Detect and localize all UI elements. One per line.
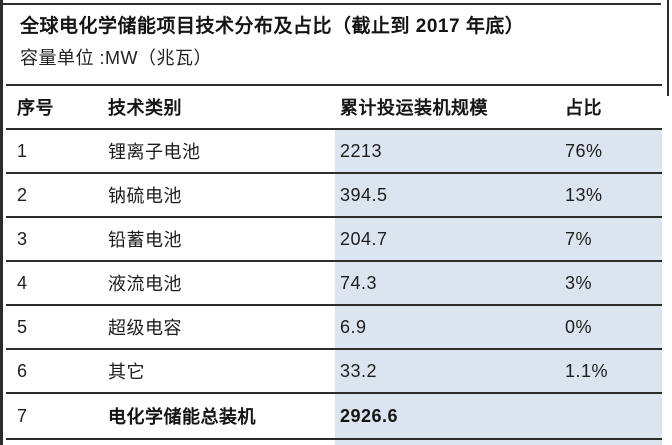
cell-capacity: 2926.6	[335, 394, 565, 438]
highlight-overflow-strip	[335, 440, 662, 445]
cell-share: 3%	[565, 262, 662, 304]
table-row: 1 锂离子电池 2213 76%	[6, 130, 662, 174]
cell-tech: 铅蓄电池	[108, 230, 182, 250]
cell-share	[565, 394, 662, 438]
table-row: 5 超级电容 6.9 0%	[6, 306, 662, 350]
table-header-row: 序号 技术类别 累计投运装机规模 占比	[6, 86, 662, 130]
cell-capacity: 394.5	[335, 174, 565, 216]
data-table: 序号 技术类别 累计投运装机规模 占比 1 锂离子电池 2213 76% 2 钠…	[6, 84, 662, 440]
table-row: 4 液流电池 74.3 3%	[6, 262, 662, 306]
title-block: 全球电化学储能项目技术分布及占比（截止到 2017 年底） 容量单位 :MW（兆…	[20, 13, 650, 71]
cell-no: 3	[17, 228, 28, 249]
cell-no: 4	[17, 272, 28, 293]
cell-share: 13%	[565, 174, 662, 216]
column-header-tech: 技术类别	[108, 98, 182, 118]
cell-tech: 钠硫电池	[108, 186, 182, 206]
cell-share: 76%	[565, 130, 662, 172]
table-row-total: 7 电化学储能总装机 2926.6	[6, 394, 662, 440]
column-header-capacity: 累计投运装机规模	[340, 98, 488, 118]
cell-share: 1.1%	[565, 350, 662, 392]
cell-capacity: 6.9	[335, 306, 565, 348]
cell-tech: 其它	[108, 362, 145, 382]
table-row: 2 钠硫电池 394.5 13%	[6, 174, 662, 218]
cell-no: 5	[17, 316, 28, 337]
cell-capacity: 204.7	[335, 218, 565, 260]
cell-tech: 液流电池	[108, 274, 182, 294]
table-row: 6 其它 33.2 1.1%	[6, 350, 662, 394]
right-frame-edge	[667, 0, 669, 96]
cell-capacity: 74.3	[335, 262, 565, 304]
cell-no: 2	[17, 184, 28, 205]
cell-tech: 超级电容	[108, 318, 182, 338]
cell-share: 0%	[565, 306, 662, 348]
left-frame-edge	[0, 0, 3, 445]
cell-capacity: 33.2	[335, 350, 565, 392]
top-frame-edge	[0, 3, 661, 5]
figure-title: 全球电化学储能项目技术分布及占比（截止到 2017 年底）	[20, 16, 525, 37]
cell-tech: 锂离子电池	[108, 142, 201, 162]
cell-tech: 电化学储能总装机	[108, 407, 256, 427]
table-row: 3 铅蓄电池 204.7 7%	[6, 218, 662, 262]
capacity-unit-label: 容量单位 :MW（兆瓦）	[20, 48, 212, 68]
column-header-share: 占比	[565, 98, 602, 118]
cell-no: 6	[17, 360, 28, 381]
column-header-no: 序号	[17, 98, 54, 118]
cell-capacity: 2213	[335, 130, 565, 172]
cell-share: 7%	[565, 218, 662, 260]
cell-no: 1	[17, 140, 28, 161]
cell-no: 7	[17, 405, 28, 426]
